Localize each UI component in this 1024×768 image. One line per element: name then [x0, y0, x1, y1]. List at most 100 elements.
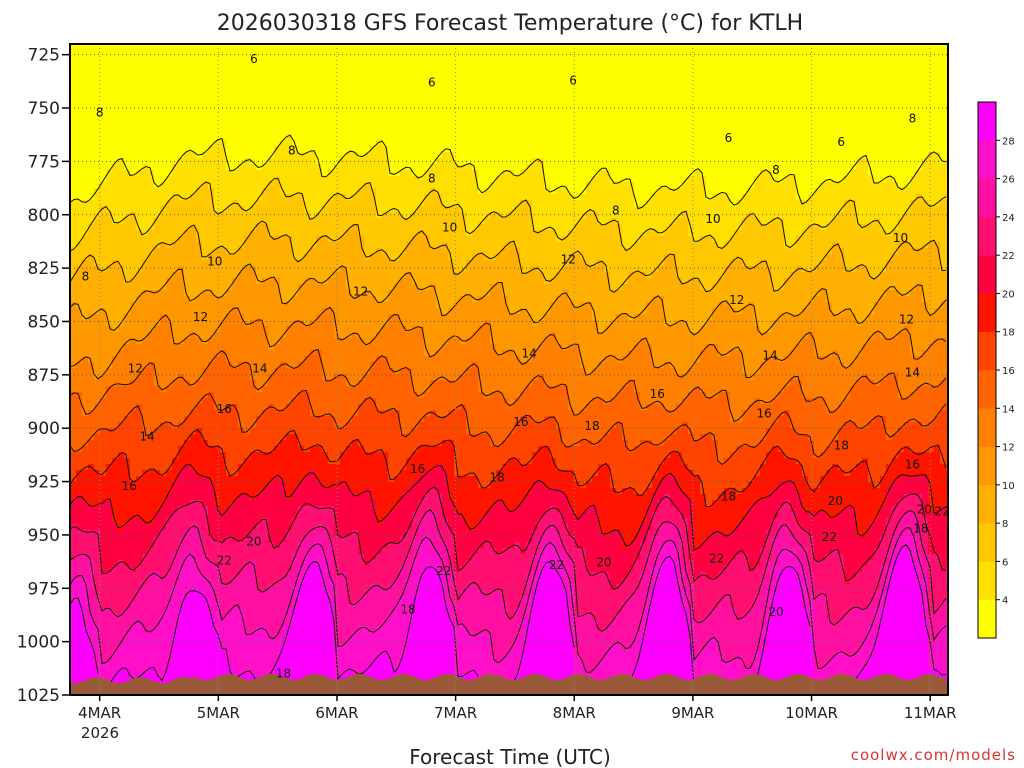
temperature-cell	[106, 320, 113, 327]
temperature-cell	[112, 176, 119, 183]
temperature-cell	[160, 506, 167, 513]
temperature-cell	[292, 386, 299, 393]
temperature-cell	[88, 530, 95, 537]
temperature-cell	[100, 224, 107, 231]
temperature-cell	[76, 608, 83, 615]
temperature-cell	[238, 74, 245, 81]
temperature-cell	[262, 194, 269, 201]
temperature-cell	[184, 140, 191, 147]
temperature-cell	[196, 662, 203, 669]
temperature-cell	[268, 614, 275, 621]
temperature-cell	[100, 302, 107, 309]
temperature-cell	[226, 368, 233, 375]
temperature-cell	[106, 260, 113, 267]
temperature-cell	[292, 200, 299, 207]
temperature-cell	[112, 536, 119, 543]
temperature-cell	[178, 398, 185, 405]
temperature-cell	[148, 620, 155, 627]
temperature-cell	[286, 188, 293, 195]
temperature-cell	[316, 248, 323, 255]
temperature-cell	[118, 566, 125, 573]
temperature-cell	[334, 272, 341, 279]
temperature-cell	[184, 530, 191, 537]
temperature-cell	[88, 254, 95, 261]
temperature-cell	[184, 602, 191, 609]
temperature-cell	[178, 488, 185, 495]
temperature-cell	[172, 122, 179, 129]
temperature-cell	[136, 416, 143, 423]
temperature-cell	[334, 278, 341, 285]
temperature-cell	[280, 158, 287, 165]
temperature-cell	[100, 548, 107, 555]
temperature-cell	[226, 62, 233, 69]
temperature-cell	[256, 380, 263, 387]
temperature-cell	[340, 128, 347, 135]
temperature-cell	[118, 188, 125, 195]
temperature-cell	[340, 440, 347, 447]
temperature-cell	[238, 308, 245, 315]
temperature-cell	[298, 596, 305, 603]
temperature-cell	[214, 92, 221, 99]
temperature-cell	[136, 110, 143, 117]
temperature-cell	[310, 584, 317, 591]
temperature-cell	[106, 584, 113, 591]
temperature-cell	[154, 338, 161, 345]
temperature-cell	[208, 626, 215, 633]
temperature-cell	[208, 74, 215, 81]
temperature-cell	[274, 620, 281, 627]
temperature-cell	[268, 50, 275, 57]
temperature-cell	[70, 656, 77, 663]
temperature-cell	[106, 212, 113, 219]
temperature-cell	[82, 188, 89, 195]
temperature-cell	[148, 398, 155, 405]
temperature-cell	[232, 386, 239, 393]
temperature-cell	[82, 356, 89, 363]
temperature-cell	[214, 254, 221, 261]
temperature-cell	[160, 308, 167, 315]
temperature-cell	[298, 164, 305, 171]
temperature-cell	[136, 560, 143, 567]
temperature-cell	[70, 80, 77, 87]
temperature-cell	[100, 608, 107, 615]
temperature-cell	[226, 344, 233, 351]
temperature-cell	[226, 272, 233, 279]
temperature-cell	[100, 326, 107, 333]
temperature-cell	[112, 470, 119, 477]
temperature-cell	[202, 476, 209, 483]
temperature-cell	[268, 254, 275, 261]
temperature-cell	[184, 536, 191, 543]
temperature-cell	[316, 224, 323, 231]
temperature-cell	[154, 92, 161, 99]
temperature-cell	[244, 488, 251, 495]
temperature-cell	[334, 122, 341, 129]
temperature-cell	[172, 398, 179, 405]
temperature-cell	[106, 410, 113, 417]
temperature-cell	[280, 662, 287, 669]
temperature-cell	[154, 668, 161, 675]
temperature-cell	[280, 104, 287, 111]
temperature-cell	[232, 74, 239, 81]
temperature-cell	[304, 290, 311, 297]
temperature-cell	[148, 632, 155, 639]
temperature-cell	[148, 104, 155, 111]
temperature-cell	[310, 578, 317, 585]
temperature-cell	[310, 134, 317, 141]
temperature-cell	[232, 590, 239, 597]
temperature-cell	[226, 440, 233, 447]
temperature-cell	[88, 236, 95, 243]
temperature-cell	[190, 266, 197, 273]
temperature-cell	[304, 320, 311, 327]
temperature-cell	[88, 416, 95, 423]
temperature-cell	[118, 92, 125, 99]
temperature-cell	[238, 272, 245, 279]
temperature-cell	[100, 296, 107, 303]
temperature-cell	[88, 392, 95, 399]
temperature-cell	[286, 260, 293, 267]
temperature-cell	[316, 668, 323, 675]
temperature-cell	[166, 170, 173, 177]
temperature-cell	[184, 368, 191, 375]
temperature-cell	[142, 530, 149, 537]
temperature-cell	[124, 188, 131, 195]
temperature-cell	[88, 518, 95, 525]
temperature-cell	[94, 602, 101, 609]
